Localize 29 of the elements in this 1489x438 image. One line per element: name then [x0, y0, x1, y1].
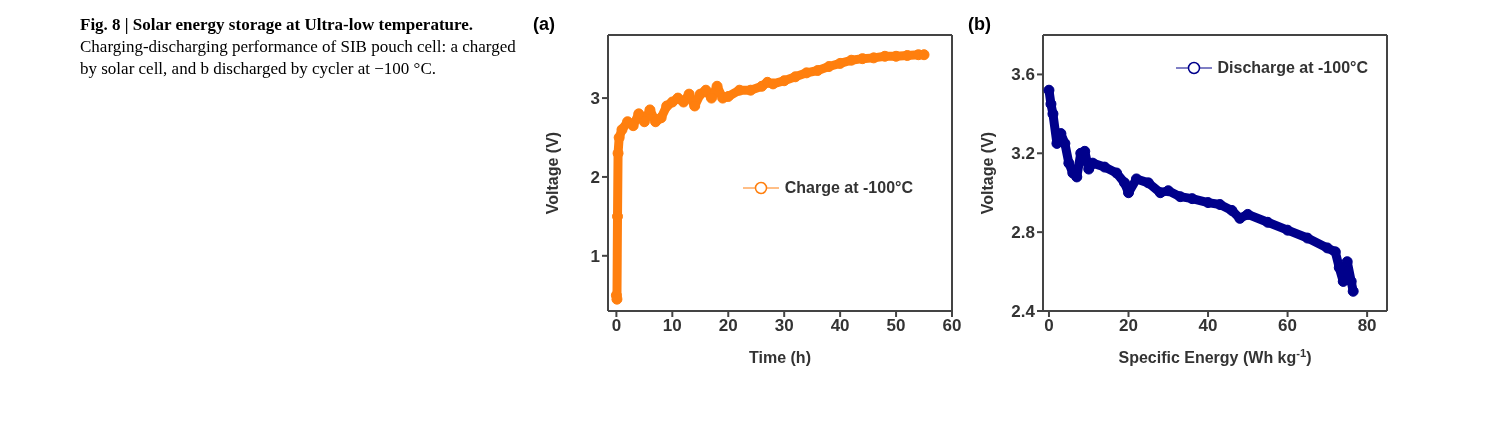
- x-tick-label: 20: [1119, 316, 1138, 336]
- y-tick-label: 3: [590, 89, 600, 109]
- x-tick-label: 60: [1278, 316, 1298, 336]
- y-tick-label: 2.4: [1011, 302, 1036, 322]
- chart-title: (a): [533, 14, 555, 35]
- x-tick-label: 80: [1357, 316, 1377, 336]
- x-axis-title: Specific Energy (Wh kg$^{-1}$): [1118, 347, 1312, 366]
- text: Charging-discharging performance of SIB pouch cell: a charged by solar cell, and b discharged by cycler at −100 °C.: [80, 37, 516, 78]
- chart-title: (b): [968, 14, 991, 35]
- x-axis-title: Time (h): [749, 349, 811, 366]
- x-tick-label: 30: [774, 316, 794, 336]
- x-tick-label: 40: [830, 316, 850, 336]
- y-tick-label: 1: [590, 246, 600, 266]
- x-tick-label: 60: [942, 316, 962, 336]
- x-tick-label: 50: [886, 316, 906, 336]
- y-tick-label: 3.6: [1011, 65, 1035, 85]
- y-tick-label: 2: [590, 167, 600, 187]
- x-tick-label: 40: [1198, 316, 1218, 336]
- y-tick-label: 2.8: [1011, 223, 1035, 243]
- legend-label: Charge at -100°C: [784, 179, 913, 197]
- x-tick-label: 10: [662, 316, 682, 336]
- y-axis-title: Voltage (V): [979, 131, 996, 215]
- y-tick-label: 3.2: [1011, 144, 1035, 164]
- x-tick-label: 0: [611, 316, 622, 336]
- x-tick-label: 20: [718, 316, 738, 336]
- x-tick-label: 0: [1044, 316, 1054, 336]
- caption: Fig. 8 | Solar energy storage at Ultra-low temperature.: [80, 15, 474, 34]
- legend-label: Discharge at -100°C: [1217, 59, 1368, 77]
- y-axis-title: Voltage (V): [544, 131, 561, 215]
